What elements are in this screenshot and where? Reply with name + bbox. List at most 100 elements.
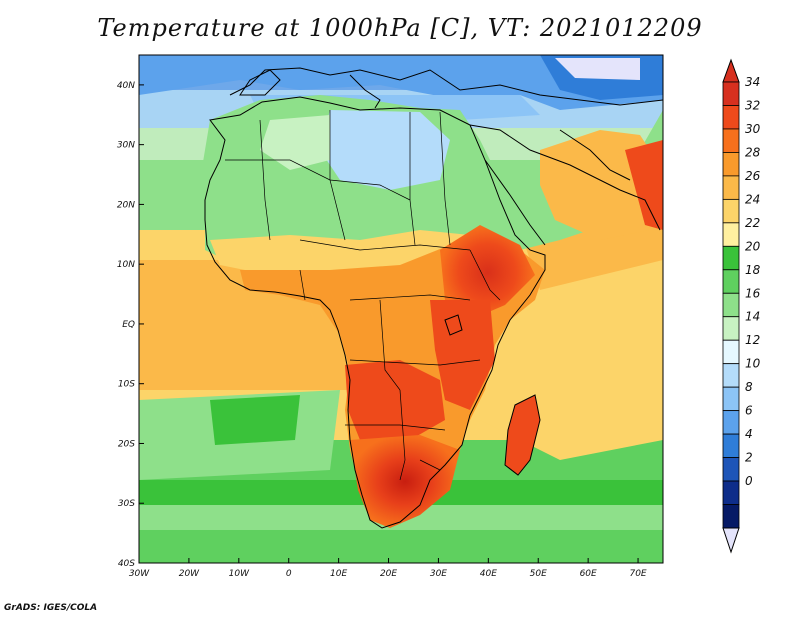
lat-tick-label: 30N <box>117 141 135 151</box>
lon-tick-label: 30W <box>129 569 150 579</box>
red-sea-coast <box>484 159 546 246</box>
cool-south-atlantic-core <box>210 395 300 445</box>
lake-victoria <box>444 314 463 336</box>
colorbar-swatch <box>722 269 740 294</box>
country-borders <box>225 110 501 481</box>
border-2 <box>259 119 271 241</box>
lon-tick-label: 40E <box>480 569 497 579</box>
border-5 <box>439 111 451 246</box>
colorbar-swatch <box>722 105 740 130</box>
lat-tick-label: EQ <box>122 320 135 330</box>
colorbar-label: 8 <box>745 380 753 394</box>
south-africa-hot <box>350 435 460 528</box>
colorbar-label: 22 <box>745 216 760 230</box>
colorbar-swatch <box>722 316 740 341</box>
lat-tick-label: 40S <box>118 559 135 569</box>
colorbar-label: 4 <box>745 427 753 441</box>
italy-coast <box>349 74 381 109</box>
colorbar-swatch <box>722 339 740 365</box>
border-9 <box>349 359 481 366</box>
border-11 <box>399 389 406 481</box>
lat-tick-label: 30S <box>118 499 135 509</box>
lat-tick-label: 10S <box>118 380 135 390</box>
ethiopia-hot <box>440 225 535 320</box>
colorbar-label: 26 <box>745 169 761 183</box>
europe-coast <box>229 67 663 106</box>
lon-tick-label: 20W <box>179 569 200 579</box>
lon-tick-label: 10W <box>229 569 250 579</box>
ocean-south-band-5 <box>139 530 663 563</box>
border-8 <box>379 299 401 391</box>
colorbar-label: 20 <box>745 239 761 253</box>
colorbar-label: 32 <box>745 98 760 112</box>
colorbar-label: 6 <box>745 404 753 418</box>
colorbar-swatch <box>722 292 740 318</box>
lon-ticks: 30W 20W 10W 0 10E 20E 30E 40E 50E 60E 70E <box>129 558 647 579</box>
lat-tick-label: 40N <box>117 81 135 91</box>
colorbar-label: 24 <box>745 192 760 206</box>
border-13 <box>299 269 306 301</box>
colorbar-label: 12 <box>745 333 760 347</box>
colorbar-over-triangle <box>722 58 740 83</box>
colorbar-swatch <box>722 222 740 247</box>
lon-tick-label: 10E <box>330 569 347 579</box>
colorbar-label: 0 <box>745 474 753 488</box>
border-4 <box>409 112 416 246</box>
colorbar-label: 18 <box>745 263 761 277</box>
colorbar-swatch <box>722 198 740 224</box>
angola-hot <box>345 360 445 440</box>
iberia-coast <box>239 69 281 96</box>
border-7 <box>349 294 471 301</box>
colorbar-swatch <box>722 81 740 106</box>
colorbar-label: 2 <box>745 451 753 465</box>
colorbar-label: 28 <box>745 145 761 159</box>
border-12 <box>469 249 501 301</box>
lon-tick-label: 60E <box>580 569 597 579</box>
arabia-hot <box>625 140 663 230</box>
lat-tick-label: 10N <box>117 260 135 270</box>
colorbar-swatch <box>722 175 740 200</box>
lon-tick-label: 0 <box>286 569 292 579</box>
colorbar-swatch <box>722 128 740 153</box>
colorbar-label: 16 <box>745 286 761 300</box>
lat-tick-label: 20S <box>118 439 135 449</box>
colorbar-swatch <box>722 386 740 412</box>
coastlines <box>204 67 663 529</box>
border-14 <box>419 459 441 471</box>
lat-tick-label: 20N <box>117 200 135 210</box>
colorbar-swatch <box>722 410 740 435</box>
arabia-coast <box>469 124 661 231</box>
lon-tick-label: 20E <box>380 569 397 579</box>
plot-area <box>139 55 663 563</box>
colorbar-swatch <box>722 504 740 529</box>
colorbar-under-triangle <box>722 527 740 554</box>
east-africa-hot <box>430 300 495 410</box>
credit-text: GrADS: IGES/COLA <box>4 603 98 613</box>
colorbar-label: 10 <box>745 357 761 371</box>
map-title: Temperature at 1000hPa [C], VT: 20210122… <box>97 14 703 42</box>
sahara-lightblue <box>260 115 330 170</box>
colorbar-swatch <box>722 433 740 458</box>
colorbar-label: 30 <box>745 122 761 136</box>
madagascar-coast <box>504 394 541 476</box>
colorbar-swatch <box>722 152 740 177</box>
persian-gulf <box>559 129 631 181</box>
colorbar-swatch <box>722 363 740 388</box>
border-10 <box>345 424 446 431</box>
lat-ticks: 40N 30N 20N 10N EQ 10S 20S 30S 40S <box>117 81 144 569</box>
sahara-blue <box>320 110 450 190</box>
colorbar-swatch <box>722 480 740 505</box>
colorbar-swatch <box>722 457 740 482</box>
border-6 <box>299 239 471 251</box>
lon-tick-label: 30E <box>430 569 447 579</box>
cold-europe <box>139 55 663 110</box>
lon-tick-label: 70E <box>629 569 646 579</box>
border-3 <box>329 110 346 241</box>
lon-tick-label: 50E <box>530 569 547 579</box>
colorbar-label: 14 <box>745 310 760 324</box>
colorbar-swatch <box>722 245 740 271</box>
colorbar-label: 34 <box>745 75 760 89</box>
freezing-asia <box>555 58 640 80</box>
